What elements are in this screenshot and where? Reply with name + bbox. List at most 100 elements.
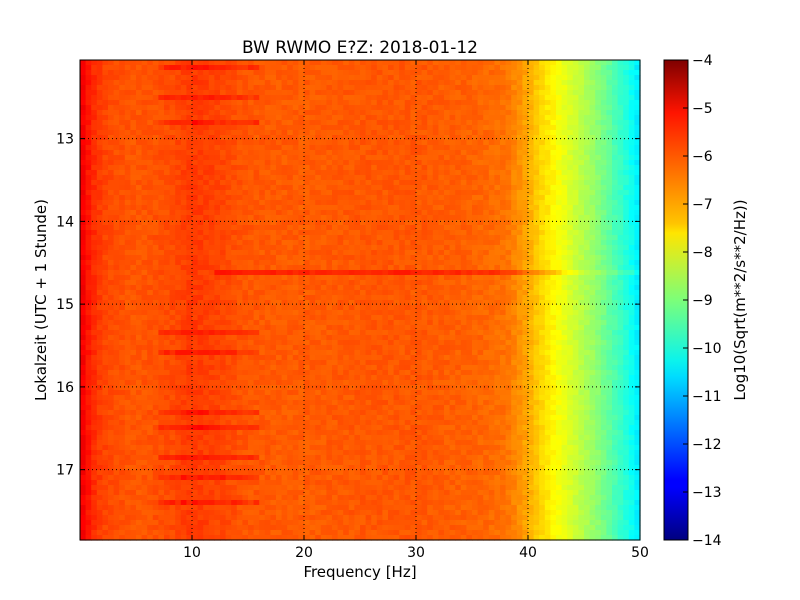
heatmap-cell: [108, 145, 115, 151]
heatmap-cell: [427, 155, 434, 161]
heatmap-cell: [276, 200, 283, 206]
heatmap-cell: [376, 90, 383, 96]
heatmap-cell: [91, 200, 98, 206]
heatmap-cell: [617, 205, 624, 211]
heatmap-cell: [516, 135, 523, 141]
heatmap-cell: [382, 295, 389, 301]
heatmap-cell: [572, 75, 579, 81]
heatmap-cell: [634, 280, 641, 286]
heatmap-cell: [180, 235, 187, 241]
heatmap-cell: [612, 105, 619, 111]
heatmap-cell: [225, 240, 232, 246]
heatmap-cell: [309, 300, 316, 306]
heatmap-cell: [410, 155, 417, 161]
heatmap-cell: [578, 255, 585, 261]
heatmap-cell: [264, 60, 271, 66]
heatmap-cell: [124, 280, 131, 286]
heatmap-cell: [208, 260, 215, 266]
heatmap-cell: [169, 155, 176, 161]
heatmap-cell: [494, 270, 501, 276]
heatmap-cell: [556, 70, 563, 76]
heatmap-cell: [500, 175, 507, 181]
heatmap-cell: [589, 290, 596, 296]
heatmap-cell: [634, 250, 641, 256]
heatmap-cell: [488, 225, 495, 231]
heatmap-cell: [113, 230, 120, 236]
heatmap-cell: [169, 150, 176, 156]
heatmap-cell: [421, 140, 428, 146]
heatmap-cell: [410, 165, 417, 171]
heatmap-cell: [483, 150, 490, 156]
heatmap-cell: [511, 195, 518, 201]
heatmap-cell: [516, 140, 523, 146]
heatmap-cell: [404, 260, 411, 266]
heatmap-cell: [382, 210, 389, 216]
heatmap-cell: [175, 250, 182, 256]
heatmap-cell: [488, 120, 495, 126]
heatmap-cell: [533, 170, 540, 176]
heatmap-cell: [91, 105, 98, 111]
heatmap-cell: [304, 115, 311, 121]
heatmap-cell: [315, 270, 322, 276]
heatmap-cell: [449, 185, 456, 191]
heatmap-cell: [472, 260, 479, 266]
heatmap-cell: [225, 230, 232, 236]
heatmap-cell: [85, 225, 92, 231]
heatmap-cell: [119, 215, 126, 221]
heatmap-cell: [343, 140, 350, 146]
heatmap-cell: [326, 160, 333, 166]
heatmap-cell: [113, 60, 120, 66]
heatmap-cell: [544, 255, 551, 261]
heatmap-cell: [494, 65, 501, 71]
heatmap-cell: [572, 100, 579, 106]
heatmap-cell: [231, 125, 238, 131]
heatmap-cell: [208, 90, 215, 96]
heatmap-cell: [365, 190, 372, 196]
heatmap-cell: [119, 235, 126, 241]
heatmap-cell: [606, 95, 613, 101]
heatmap-cell: [80, 270, 87, 276]
heatmap-cell: [472, 120, 479, 126]
heatmap-cell: [360, 85, 367, 91]
heatmap-cell: [208, 180, 215, 186]
heatmap-cell: [589, 140, 596, 146]
heatmap-cell: [287, 230, 294, 236]
heatmap-cell: [388, 135, 395, 141]
heatmap-cell: [466, 95, 473, 101]
heatmap-cell: [505, 230, 512, 236]
heatmap-cell: [253, 240, 260, 246]
heatmap-cell: [544, 240, 551, 246]
heatmap-cell: [124, 275, 131, 281]
heatmap-cell: [102, 170, 109, 176]
heatmap-cell: [410, 290, 417, 296]
heatmap-cell: [438, 165, 445, 171]
heatmap-cell: [130, 240, 137, 246]
heatmap-cell: [488, 155, 495, 161]
heatmap-cell: [264, 120, 271, 126]
heatmap-cell: [472, 190, 479, 196]
heatmap-cell: [304, 210, 311, 216]
heatmap-cell: [96, 270, 103, 276]
heatmap-cell: [276, 100, 283, 106]
heatmap-cell: [175, 150, 182, 156]
heatmap-cell: [539, 140, 546, 146]
heatmap-cell: [320, 140, 327, 146]
heatmap-cell: [427, 120, 434, 126]
heatmap-cell: [119, 240, 126, 246]
heatmap-cell: [242, 160, 249, 166]
heatmap-cell: [477, 115, 484, 121]
heatmap-cell: [516, 265, 523, 271]
heatmap-cell: [404, 65, 411, 71]
heatmap-cell: [421, 180, 428, 186]
heatmap-cell: [438, 270, 445, 276]
heatmap-cell: [197, 185, 204, 191]
heatmap-cell: [539, 75, 546, 81]
heatmap-cell: [539, 100, 546, 106]
heatmap-cell: [628, 175, 635, 181]
heatmap-cell: [472, 250, 479, 256]
heatmap-cell: [320, 300, 327, 306]
heatmap-cell: [393, 290, 400, 296]
heatmap-cell: [264, 150, 271, 156]
heatmap-cell: [483, 160, 490, 166]
heatmap-cell: [96, 260, 103, 266]
